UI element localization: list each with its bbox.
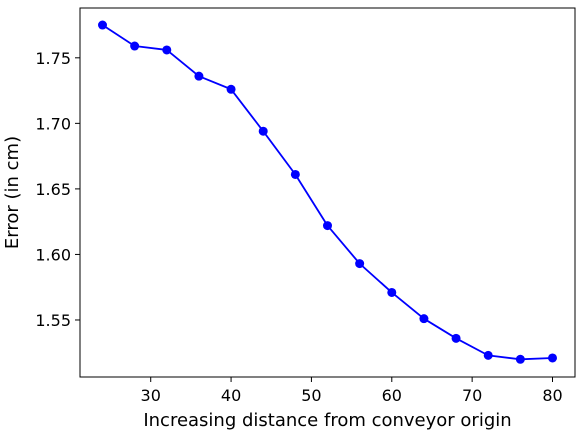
data-point (194, 72, 203, 81)
y-tick-label: 1.55 (35, 311, 71, 330)
data-point (355, 259, 364, 268)
y-axis: 1.55 1.60 1.65 1.70 1.75 (35, 49, 80, 330)
data-point (162, 45, 171, 54)
data-point (259, 127, 268, 136)
x-tick-label: 40 (221, 386, 241, 405)
x-tick-label: 50 (301, 386, 321, 405)
x-tick-label: 70 (462, 386, 482, 405)
series-layer (98, 21, 557, 364)
series-line (103, 25, 553, 359)
data-point (484, 351, 493, 360)
x-tick-label: 80 (542, 386, 562, 405)
y-tick-label: 1.70 (35, 114, 71, 133)
x-axis-label: Increasing distance from conveyor origin (143, 410, 511, 430)
data-point (130, 42, 139, 51)
data-point (548, 353, 557, 362)
data-point (387, 288, 396, 297)
y-tick-label: 1.65 (35, 180, 71, 199)
y-tick-label: 1.60 (35, 245, 71, 264)
data-point (516, 355, 525, 364)
x-axis: 30 40 50 60 70 80 (141, 377, 563, 405)
data-point (419, 314, 428, 323)
x-tick-label: 60 (382, 386, 402, 405)
plot-area (80, 8, 575, 377)
data-point (227, 85, 236, 94)
x-tick-label: 30 (141, 386, 161, 405)
data-point (323, 221, 332, 230)
data-point (98, 21, 107, 30)
y-tick-label: 1.75 (35, 49, 71, 68)
data-point (452, 334, 461, 343)
data-point (291, 170, 300, 179)
y-axis-label: Error (in cm) (2, 136, 23, 249)
